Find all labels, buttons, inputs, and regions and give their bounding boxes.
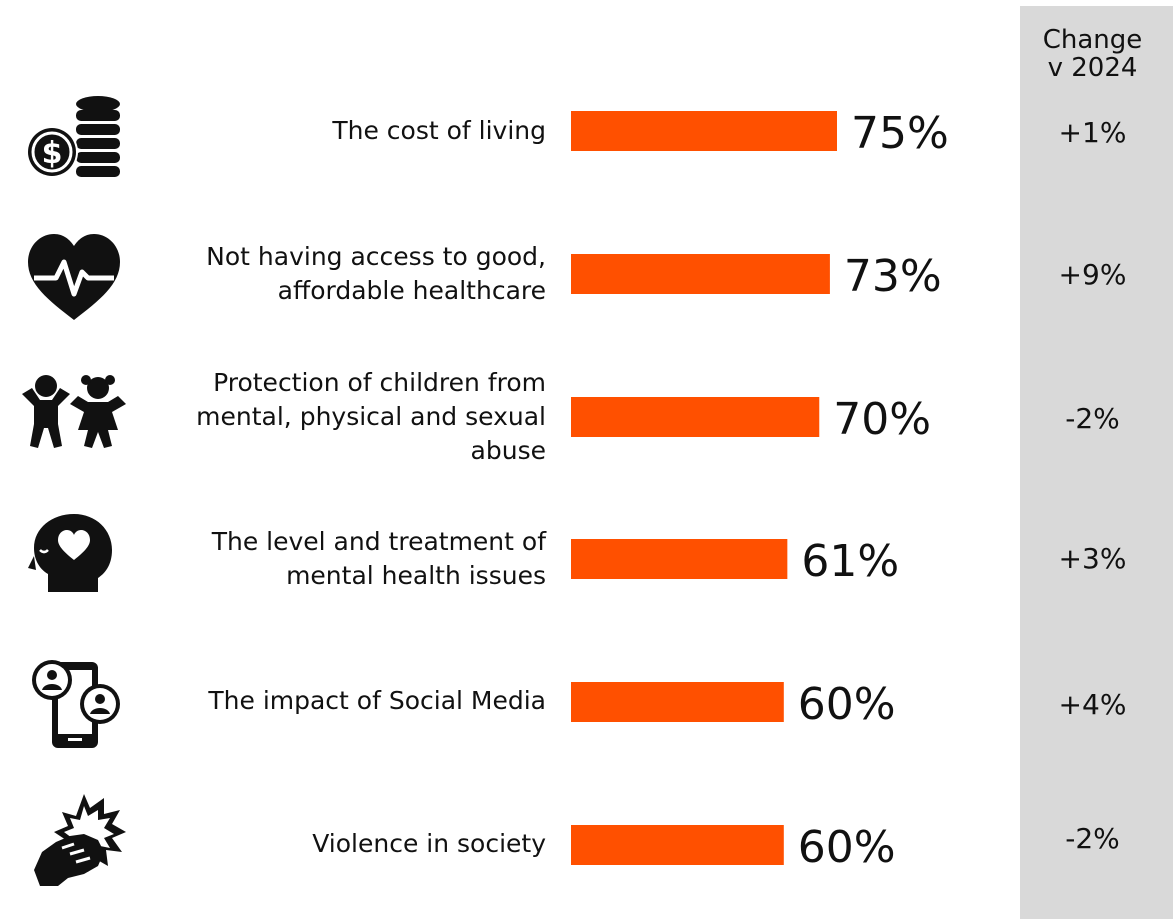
data-label: 60% (798, 679, 896, 730)
change-value: +9% (1058, 258, 1127, 291)
bar-chart: 75% 73% 70% 61% 60% 60% (571, 108, 949, 873)
category-label-line: Violence in society (312, 829, 546, 858)
category-label-line: affordable healthcare (277, 276, 546, 305)
category-label-line: Protection of children from (213, 368, 546, 397)
bar (571, 682, 784, 722)
change-header-line1: Change (1042, 25, 1143, 55)
change-header-line2: v 2024 (1047, 53, 1138, 83)
category-label: Violence in society (312, 827, 546, 861)
change-value: -2% (1065, 822, 1120, 855)
money-coins-icon: $ (26, 96, 120, 178)
bar (571, 539, 788, 579)
bar (571, 825, 784, 865)
data-label: 61% (801, 536, 899, 587)
category-label-line: mental, physical and sexual (196, 402, 546, 431)
bar (571, 254, 830, 294)
data-label: 75% (851, 108, 949, 159)
category-label-line: mental health issues (286, 561, 546, 590)
change-value: +1% (1058, 116, 1127, 149)
heart-pulse-icon (28, 234, 120, 320)
category-label-line: The cost of living (332, 116, 546, 145)
children-icon (22, 375, 126, 448)
change-header: Change v 2024 (1020, 26, 1165, 82)
category-label: The cost of living (332, 114, 546, 148)
category-label: Protection of children from mental, phys… (196, 366, 546, 468)
data-label: 60% (798, 822, 896, 873)
bar (571, 397, 820, 437)
mind-heart-icon (28, 514, 112, 592)
category-label: The impact of Social Media (208, 684, 546, 718)
violence-fist-icon (34, 794, 126, 886)
category-label-line: abuse (470, 436, 546, 465)
svg-text:$: $ (42, 136, 63, 171)
bar (571, 111, 837, 151)
category-label: The level and treatment of mental health… (212, 525, 546, 593)
category-label: Not having access to good, affordable he… (206, 240, 546, 308)
change-column: Change v 2024 +1% +9% -2% +3% +4% -2% (1020, 6, 1173, 919)
social-media-phone-icon (32, 660, 120, 748)
change-value: +3% (1058, 542, 1127, 575)
category-label-line: Not having access to good, (206, 242, 546, 271)
change-value: +4% (1058, 688, 1127, 721)
category-label-line: The level and treatment of (211, 527, 546, 556)
data-label: 73% (844, 251, 942, 302)
change-value: -2% (1065, 402, 1120, 435)
data-label: 70% (833, 394, 931, 445)
category-label-line: The impact of Social Media (208, 686, 546, 715)
